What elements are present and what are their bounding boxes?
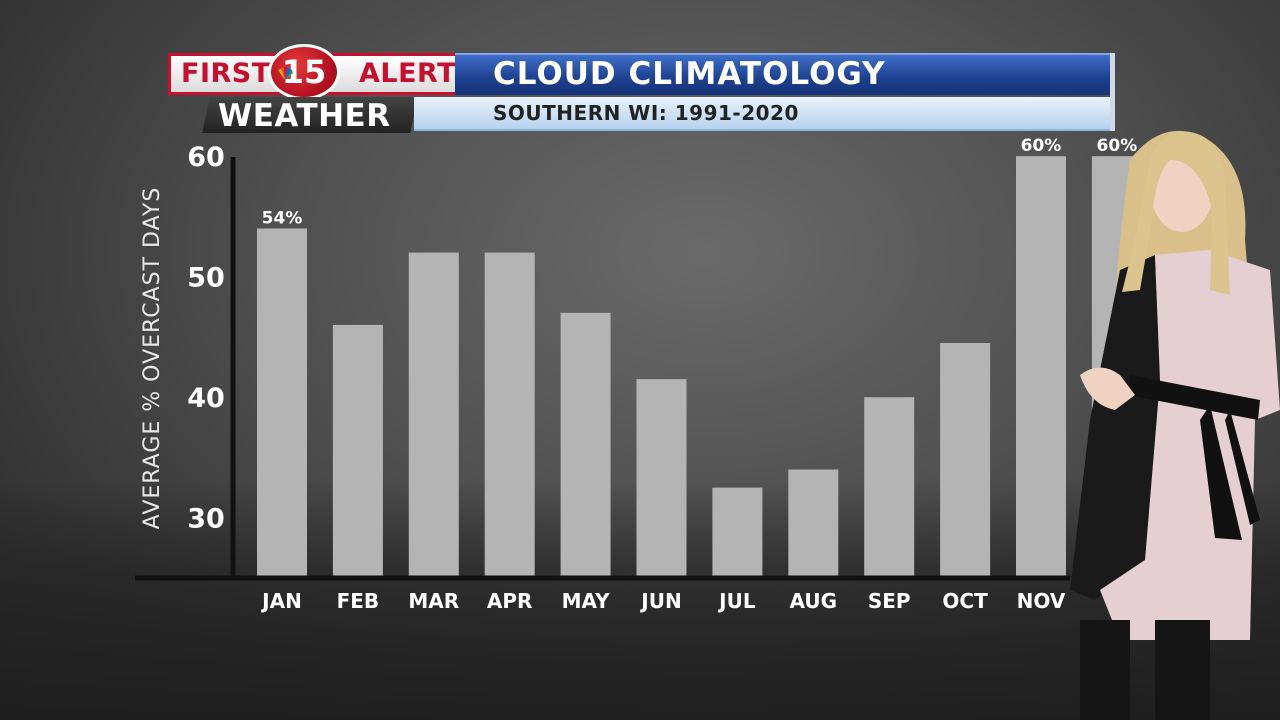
x-tick-label: MAR [408, 589, 459, 613]
bar-mar [408, 252, 459, 576]
bar-apr [484, 252, 535, 576]
page-title: CLOUD CLIMATOLOGY [493, 56, 886, 92]
y-tick-label: 50 [187, 263, 225, 294]
title-bar [455, 53, 1113, 95]
x-tick-label: OCT [942, 589, 988, 613]
bar-may [560, 312, 611, 576]
axes-layer [135, 157, 1070, 581]
logo-alert-text: ALERT [359, 58, 457, 89]
bar-jun [636, 379, 687, 576]
y-tick-label: 40 [187, 383, 225, 414]
logo-weather-text: WEATHER [218, 98, 391, 134]
x-tick-label: MAY [562, 589, 610, 613]
bar-nov [1016, 156, 1066, 576]
x-tick-label: NOV [1017, 589, 1066, 613]
x-tick-label: SEP [868, 589, 911, 613]
bar-feb [332, 324, 383, 576]
x-tick-label: APR [487, 589, 533, 613]
bar-jul [712, 487, 763, 576]
data-label: 60% [1097, 136, 1138, 156]
peacock-icon [278, 67, 293, 80]
x-tick-label: JUL [717, 589, 756, 613]
x-tick-label: AUG [790, 589, 838, 613]
data-label: 54% [262, 208, 303, 228]
logo-first-text: FIRST [181, 58, 271, 89]
x-tick-label: JUN [639, 589, 681, 613]
x-tick-label: JAN [260, 589, 302, 613]
labels-layer: 30 40 50 60 AVERAGE % OVERCAST DAYS JAN 54% FEB… [140, 136, 1137, 613]
y-tick-label: 60 [187, 142, 225, 173]
y-tick-label: 30 [187, 504, 225, 535]
bar-sep [864, 397, 915, 576]
page-subtitle: SOUTHERN WI: 1991-2020 [493, 101, 799, 125]
bars-layer [257, 156, 1142, 576]
subtitle-bar [414, 97, 1113, 131]
y-axis-title: AVERAGE % OVERCAST DAYS [140, 187, 165, 530]
data-label: 60% [1021, 136, 1062, 156]
bar-oct [940, 342, 991, 576]
title-bar-edge [1110, 53, 1115, 131]
bar-aug [788, 469, 839, 576]
x-tick-label: FEB [337, 589, 380, 613]
bar-jan [257, 228, 307, 576]
presenter-figure [1070, 130, 1280, 720]
